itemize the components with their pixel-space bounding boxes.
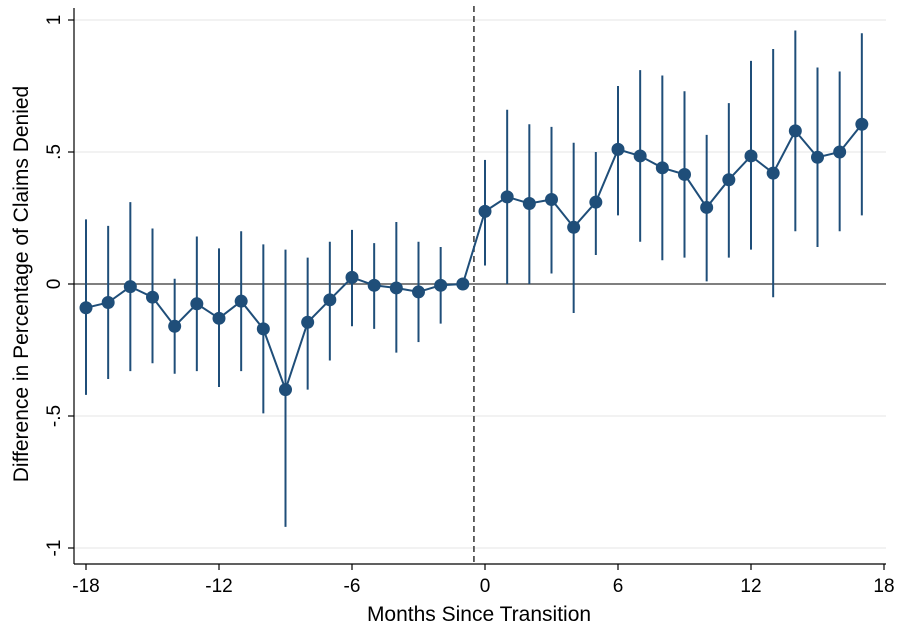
data-point bbox=[79, 301, 93, 315]
confidence-intervals bbox=[85, 30, 863, 527]
axes: -1 -.5 0 .5 1 -18 -12 -6 0 6 12 18 bbox=[44, 8, 895, 597]
data-point bbox=[456, 277, 470, 291]
data-point bbox=[833, 145, 847, 159]
data-point bbox=[212, 311, 226, 325]
data-point bbox=[123, 280, 137, 294]
data-point bbox=[788, 124, 802, 138]
axis-labels: Months Since Transition Difference in Pe… bbox=[10, 86, 591, 626]
data-point bbox=[279, 383, 292, 397]
x-tick-label: 12 bbox=[740, 576, 761, 597]
data-point bbox=[611, 142, 625, 156]
data-point bbox=[633, 149, 647, 163]
data-point bbox=[855, 117, 869, 131]
x-tick-label: -6 bbox=[344, 576, 361, 597]
gridlines bbox=[74, 19, 886, 549]
data-point bbox=[146, 290, 159, 304]
data-point bbox=[655, 161, 669, 175]
y-tick-label: 0 bbox=[44, 279, 65, 290]
data-point bbox=[190, 297, 204, 311]
x-tick-label: -12 bbox=[205, 576, 232, 597]
data-point bbox=[500, 190, 514, 204]
x-tick-label: 0 bbox=[480, 576, 491, 597]
data-points bbox=[79, 117, 869, 397]
data-point bbox=[766, 166, 780, 180]
data-point bbox=[367, 278, 381, 292]
data-point bbox=[345, 270, 359, 284]
data-point bbox=[700, 200, 714, 214]
data-point bbox=[678, 167, 691, 181]
data-point bbox=[389, 281, 403, 295]
data-point bbox=[478, 204, 492, 218]
data-point bbox=[811, 150, 824, 164]
data-point bbox=[522, 196, 536, 210]
data-point bbox=[744, 149, 758, 163]
data-point bbox=[412, 285, 425, 299]
x-tick-label: 6 bbox=[613, 576, 624, 597]
data-point bbox=[722, 173, 736, 187]
data-point bbox=[545, 193, 558, 207]
data-point bbox=[589, 195, 603, 209]
data-point bbox=[101, 295, 115, 309]
data-point bbox=[301, 315, 315, 329]
y-tick-label: -1 bbox=[44, 540, 65, 557]
x-axis-label: Months Since Transition bbox=[367, 603, 591, 626]
data-point bbox=[168, 319, 182, 333]
y-tick-label: .5 bbox=[44, 144, 65, 160]
reference-lines bbox=[74, 6, 886, 564]
data-point bbox=[567, 220, 581, 234]
y-tick-label: -.5 bbox=[44, 405, 65, 427]
data-point bbox=[256, 322, 270, 336]
data-point bbox=[323, 293, 337, 307]
data-point bbox=[434, 278, 448, 292]
y-axis-label: Difference in Percentage of Claims Denie… bbox=[10, 86, 33, 483]
y-tick-label: 1 bbox=[44, 15, 65, 26]
data-point bbox=[234, 294, 248, 308]
x-tick-label: 18 bbox=[873, 576, 894, 597]
x-tick-label: -18 bbox=[72, 576, 99, 597]
